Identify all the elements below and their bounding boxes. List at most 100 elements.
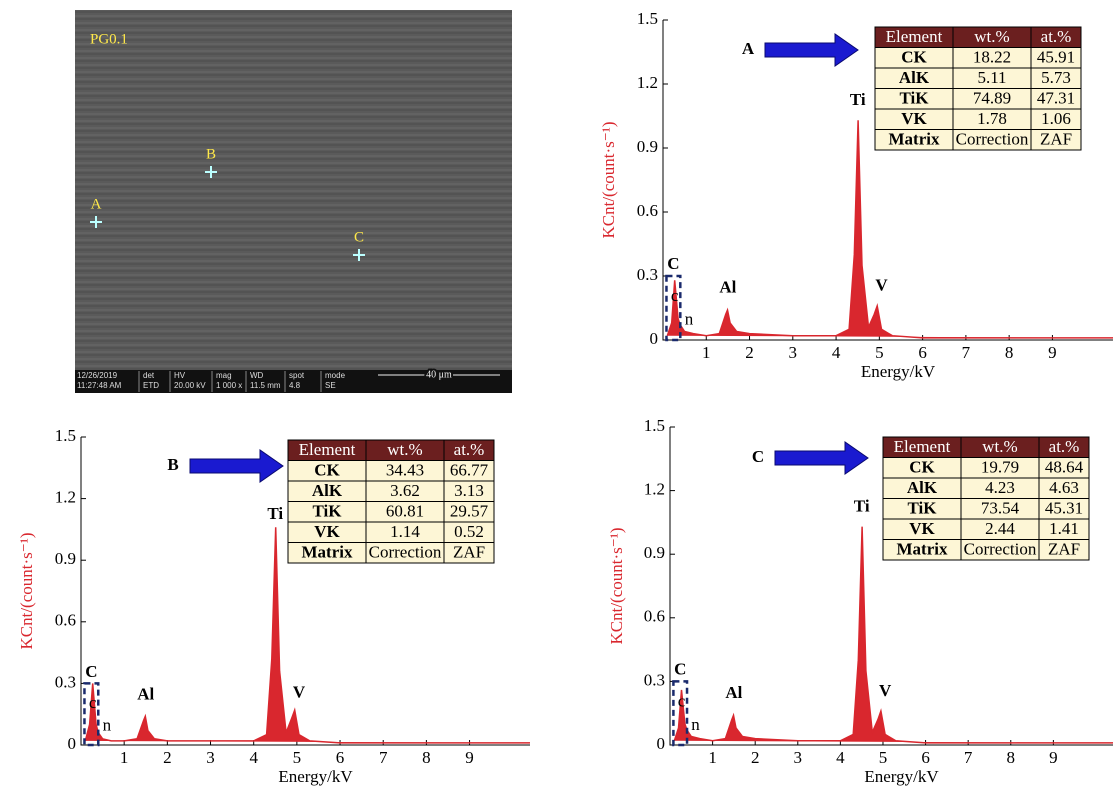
table-text: Element [894, 437, 951, 456]
table-text: 3.62 [390, 481, 420, 500]
sem-info: 20.00 kV [174, 381, 206, 390]
sem-info: 11.5 mm [250, 381, 281, 390]
x-tick-label: 4 [836, 748, 845, 767]
y-tick-label: 0 [68, 734, 77, 753]
table-text: Element [886, 27, 943, 46]
sem-info: 1 000 x [216, 381, 242, 390]
peak-label: C [667, 254, 679, 273]
sem-info: spot [289, 371, 305, 380]
table-text: 4.63 [1049, 478, 1079, 497]
point-label: A [91, 196, 102, 212]
x-tick-label: 8 [1007, 748, 1016, 767]
x-tick-label: 3 [789, 343, 798, 362]
table-text: 3.13 [454, 481, 484, 500]
y-tick-label: 1.5 [55, 426, 76, 445]
table-text: 1.78 [977, 109, 1007, 128]
y-tick-label: 0.3 [637, 265, 658, 284]
table-text: 47.31 [1037, 89, 1075, 108]
x-tick-label: 6 [921, 748, 930, 767]
y-tick-label: 1.2 [644, 480, 665, 499]
x-tick-label: 2 [163, 748, 172, 767]
peak-label: c [671, 286, 679, 305]
table-text: 0.52 [454, 522, 484, 541]
table-text: 60.81 [386, 502, 424, 521]
y-tick-label: 1.2 [55, 488, 76, 507]
table-text: 1.14 [390, 522, 420, 541]
table-text: 5.73 [1041, 68, 1071, 87]
table-text: at.% [454, 440, 485, 459]
table-text: VK [901, 109, 927, 128]
peak-label: Al [725, 683, 742, 702]
x-axis-label: Energy/kV [864, 767, 939, 786]
peak-label: Ti [267, 504, 283, 523]
x-axis-label: Energy/kV [861, 362, 936, 381]
y-axis-label: KCnt/(count·s⁻¹) [607, 528, 626, 645]
y-tick-label: 0 [657, 734, 666, 753]
table-text: CK [909, 458, 935, 477]
y-tick-label: 0.9 [644, 543, 665, 562]
y-tick-label: 1.5 [637, 9, 658, 28]
x-tick-label: 3 [794, 748, 803, 767]
table-text: 1.06 [1041, 109, 1071, 128]
y-tick-label: 0.6 [55, 611, 76, 630]
point-label: B [206, 146, 216, 162]
sem-info: det [143, 371, 155, 380]
table-text: 19.79 [981, 458, 1019, 477]
peak-label: V [293, 683, 306, 702]
table-text: 48.64 [1045, 458, 1084, 477]
table-cell [1038, 539, 1090, 561]
table-text: 4.23 [985, 478, 1015, 497]
highlight-box [672, 680, 689, 747]
peak-label: Al [137, 685, 154, 704]
table-text: at.% [1041, 27, 1072, 46]
x-tick-label: 6 [336, 748, 345, 767]
peak-label: V [879, 681, 892, 700]
arrow-label: C [752, 447, 764, 466]
sem-label: PG0.1 [90, 31, 128, 47]
table-text: AlK [312, 481, 343, 500]
table-text: Correction [369, 543, 442, 562]
table-text: 29.57 [450, 502, 489, 521]
table-text: AlK [907, 478, 938, 497]
table-text: wt.% [982, 437, 1017, 456]
sem-info-bar [75, 370, 512, 393]
peak-label: c [678, 692, 686, 711]
highlight-box [83, 682, 100, 747]
table-text: TiK [908, 499, 938, 518]
sem-info: HV [174, 371, 186, 380]
table-text: 5.11 [977, 68, 1006, 87]
peak-label: n [691, 715, 700, 734]
spectrum [673, 526, 1113, 744]
table-text: Correction [956, 130, 1029, 149]
table-text: 45.31 [1045, 499, 1083, 518]
sem-info: ETD [143, 381, 159, 390]
x-tick-label: 1 [120, 748, 129, 767]
table-text: TiK [900, 89, 930, 108]
table-text: CK [901, 48, 927, 67]
peak-label: C [674, 660, 686, 679]
highlight-box [665, 274, 682, 342]
arrow [764, 33, 859, 67]
sem-info: 11:27:48 AM [77, 381, 122, 390]
y-tick-label: 0.9 [637, 137, 658, 156]
x-tick-label: 1 [702, 343, 711, 362]
table-text: 74.89 [973, 89, 1011, 108]
sem-info: 4.8 [289, 381, 301, 390]
point-cross [205, 166, 217, 178]
y-tick-label: 0.6 [637, 201, 658, 220]
table-text: 18.22 [973, 48, 1011, 67]
y-tick-label: 0.6 [644, 607, 665, 626]
y-axis-label: KCnt/(count·s⁻¹) [599, 122, 618, 239]
sem-info: SE [325, 381, 336, 390]
arrow [774, 441, 869, 475]
sem-info: mag [216, 371, 232, 380]
x-tick-label: 2 [745, 343, 754, 362]
peak-label: n [685, 310, 694, 329]
sem-image [75, 10, 512, 370]
table-text: at.% [1049, 437, 1080, 456]
x-tick-label: 3 [206, 748, 215, 767]
table-text: Element [299, 440, 356, 459]
table-text: 1.41 [1049, 519, 1079, 538]
x-tick-label: 9 [1048, 343, 1057, 362]
